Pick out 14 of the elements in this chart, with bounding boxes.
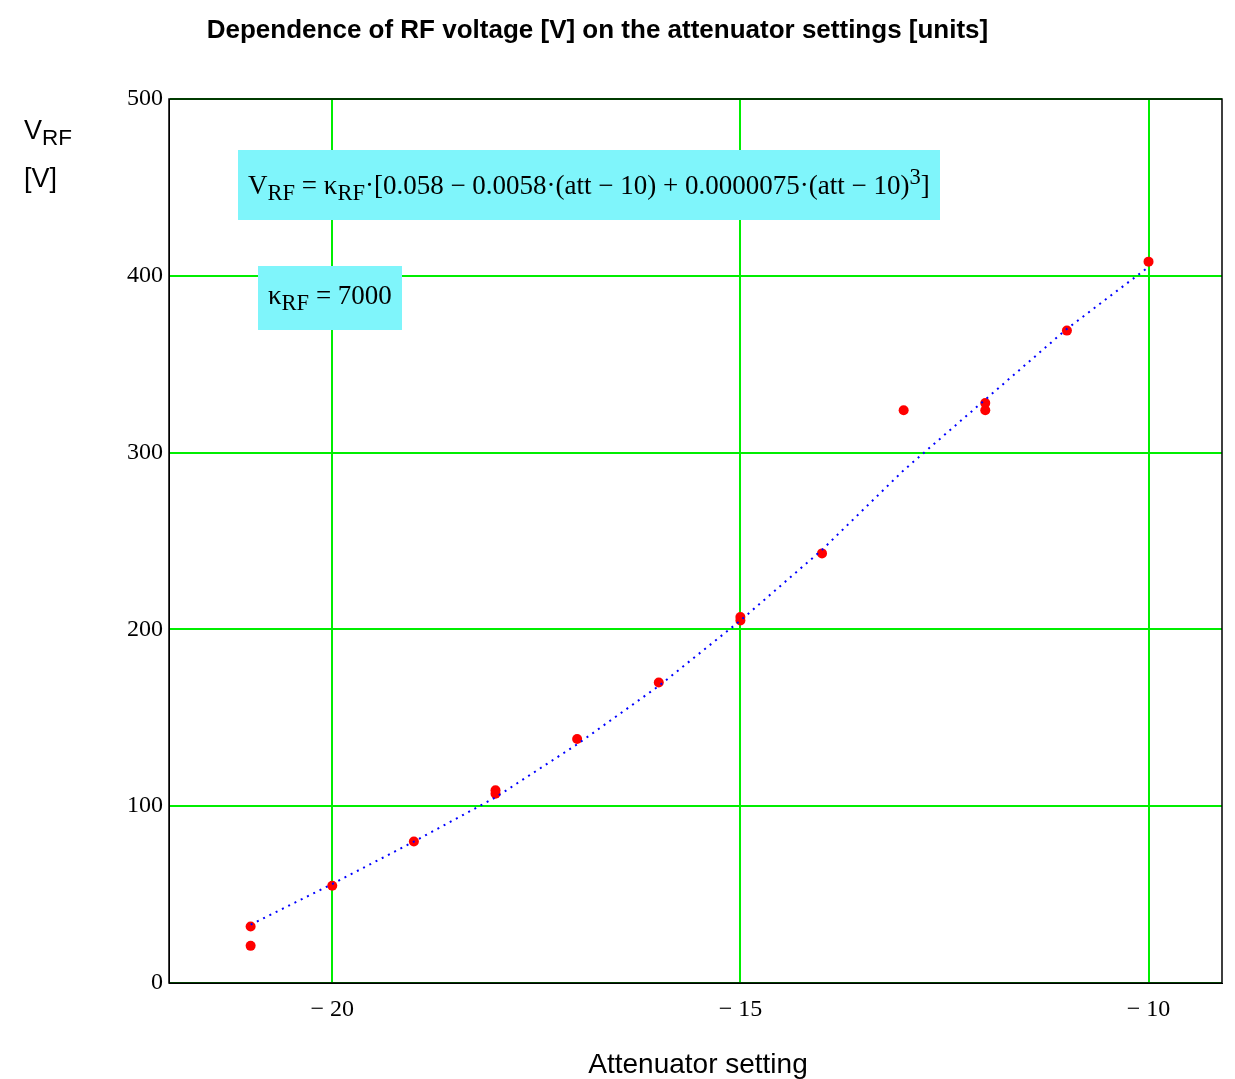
annotation: V$_{RF}$ = κ$_{RF}$·[0.058 − 0.0058·(att − 10) + 0.0000075·(att − 10)$^{3}$] <box>238 150 940 221</box>
y-tick-label: 200 <box>127 614 163 641</box>
y-tick-label: 0 <box>151 968 163 995</box>
x-tick-label: − 10 <box>1126 994 1171 1021</box>
annotation: κ$_{RF}$ = 7000 <box>258 266 402 331</box>
x-axis-title: Attenuator setting <box>587 1048 809 1079</box>
y-tick-label: 500 <box>127 84 163 111</box>
x-tick-label: − 20 <box>310 994 355 1021</box>
y-axis-title: V$_{RF}$ [V] <box>24 114 73 196</box>
chart-title: Dependence of RF voltage [V] on the attenuator settings [units] <box>205 14 990 45</box>
y-tick-label: 300 <box>127 437 163 464</box>
y-tick-label: 400 <box>127 261 163 288</box>
x-tick-label: − 15 <box>718 994 763 1021</box>
y-tick-label: 100 <box>127 791 163 818</box>
